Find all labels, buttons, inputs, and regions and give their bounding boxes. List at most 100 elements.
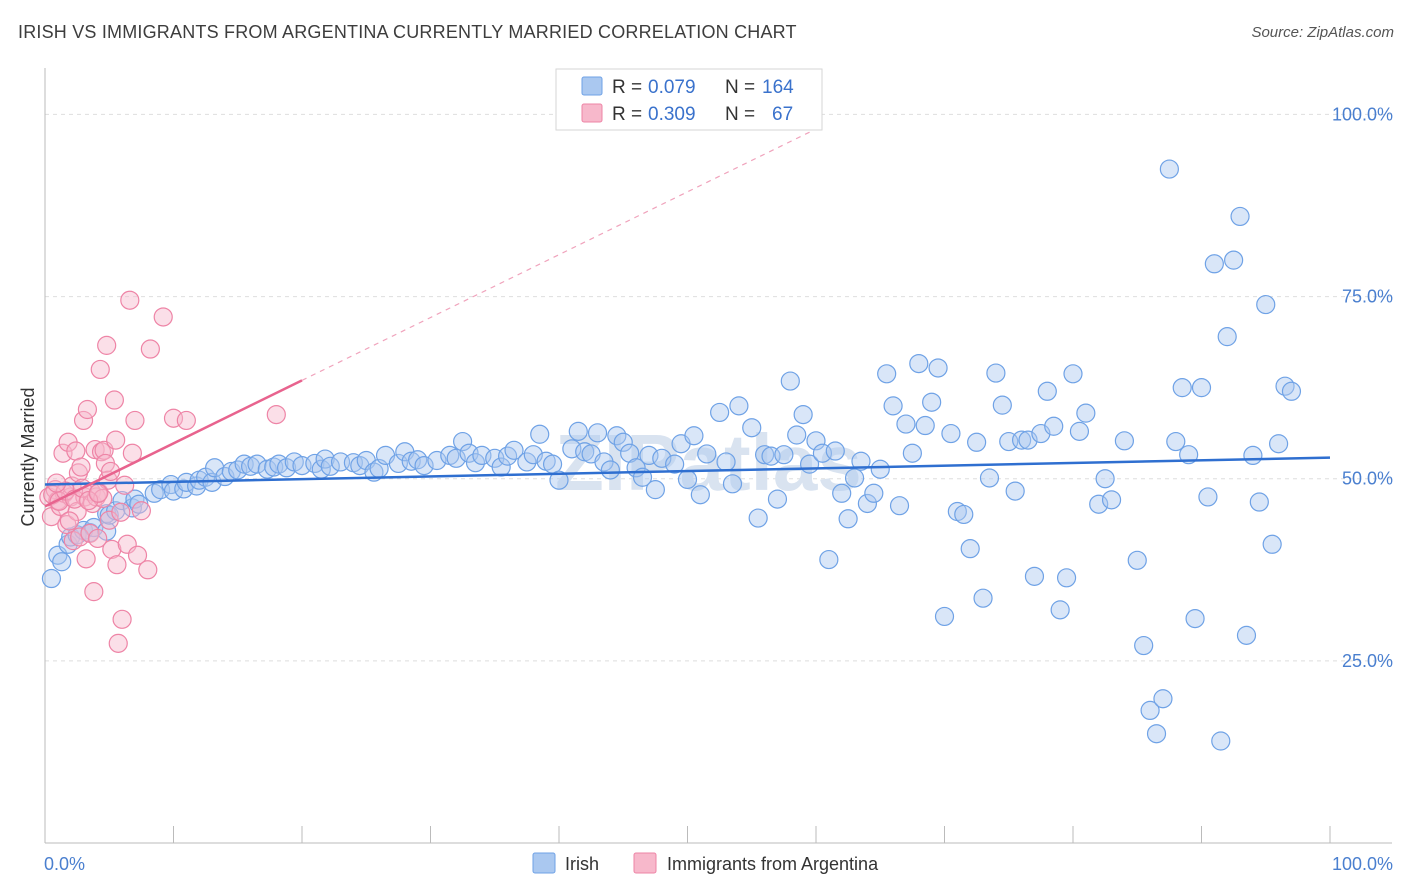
irish-point-100 [754, 445, 775, 465]
x-tick-label-0: 0.0% [44, 854, 85, 874]
y-axis-title: Currently Married [18, 387, 38, 526]
argentina-point-34 [97, 335, 117, 355]
argentina-point-42 [108, 633, 128, 653]
irish-point-162 [1172, 378, 1192, 398]
irish-point-177 [1268, 434, 1289, 454]
argentina-point-51 [131, 501, 151, 521]
legend-r-value-0: 0.079 [648, 77, 696, 98]
irish-point-96 [722, 474, 743, 494]
irish-point-157 [1140, 700, 1160, 721]
irish-point-167 [1204, 254, 1224, 274]
irish-point-2 [52, 552, 72, 572]
argentina-point-64 [88, 483, 108, 503]
irish-point-90 [677, 469, 698, 490]
irish-point-174 [1249, 492, 1269, 512]
irish-point-111 [825, 441, 845, 461]
irish-point-56 [427, 450, 447, 471]
irish-point-17 [144, 483, 164, 503]
trend-lines [44, 128, 1331, 508]
irish-point-148 [1063, 364, 1083, 384]
irish-point-121 [889, 496, 910, 516]
irish-points [41, 159, 1302, 751]
irish-point-123 [902, 443, 922, 463]
chart-title: IRISH VS IMMIGRANTS FROM ARGENTINA CURRE… [18, 22, 797, 42]
irish-point-122 [896, 414, 916, 434]
argentina-point-50 [127, 545, 148, 565]
irish-point-119 [877, 364, 897, 384]
argentina-point-24 [84, 582, 104, 602]
argentina-point-49 [125, 410, 145, 431]
irish-point-160 [1159, 159, 1179, 179]
irish-point-161 [1166, 431, 1186, 452]
irish-point-43 [320, 456, 340, 476]
irish-point-173 [1243, 445, 1263, 465]
irish-point-97 [729, 396, 749, 416]
irish-point-115 [851, 451, 871, 471]
argentina-point-16 [71, 457, 91, 477]
irish-point-98 [742, 418, 762, 438]
irish-point-72 [549, 470, 569, 490]
irish-point-15 [125, 489, 145, 509]
argentina-trend-extension [301, 128, 817, 381]
irish-point-164 [1185, 608, 1205, 629]
irish-point-79 [600, 460, 621, 480]
irish-point-118 [870, 459, 890, 479]
argentina-point-53 [140, 339, 160, 359]
argentina-point-54 [153, 307, 173, 327]
argentina-points [39, 290, 286, 653]
irish-point-66 [504, 440, 524, 460]
irish-point-134 [973, 588, 993, 608]
irish-point-55 [414, 456, 434, 476]
irish-point-127 [928, 358, 948, 378]
bottom-legend-label-irish: Irish [565, 854, 599, 874]
irish-point-133 [967, 432, 987, 452]
legend-swatch-argentina [581, 103, 603, 123]
argentina-point-36 [99, 510, 119, 530]
argentina-point-20 [77, 399, 98, 420]
irish-point-92 [690, 485, 710, 505]
irish-point-86 [645, 480, 665, 500]
argentina-point-57 [266, 405, 286, 425]
irish-point-105 [787, 425, 807, 445]
argentina-point-43 [111, 502, 131, 522]
series-legend: Irish Immigrants from Argentina [532, 852, 879, 874]
irish-point-168 [1211, 731, 1231, 751]
irish-point-91 [684, 426, 704, 446]
irish-point-163 [1179, 445, 1199, 465]
irish-point-33 [247, 454, 267, 474]
bottom-legend-label-argentina: Immigrants from Argentina [667, 854, 879, 874]
irish-trend-line [44, 456, 1331, 486]
irish-point-152 [1095, 469, 1115, 489]
irish-point-0 [41, 568, 62, 589]
irish-point-59 [453, 431, 473, 452]
irish-point-147 [1056, 568, 1077, 588]
irish-point-136 [986, 363, 1006, 383]
argentina-point-44 [112, 609, 132, 629]
irish-point-126 [922, 392, 942, 412]
irish-point-169 [1217, 327, 1237, 347]
legend-r-label-0: R = [612, 77, 642, 98]
y-tick-labels: 25.0% 50.0% 75.0% 100.0% [1332, 104, 1393, 670]
argentina-trend-line [44, 379, 303, 508]
argentina-point-11 [63, 531, 83, 551]
bottom-legend-swatch-argentina [633, 852, 657, 874]
legend-r-label-1: R = [612, 104, 642, 125]
irish-point-151 [1089, 494, 1109, 514]
argentina-point-17 [73, 410, 94, 431]
irish-point-67 [517, 452, 537, 472]
legend-swatch-irish [581, 76, 603, 96]
irish-point-106 [793, 405, 813, 425]
y-tick-label-2: 75.0% [1342, 287, 1393, 307]
irish-point-155 [1127, 550, 1147, 570]
irish-point-58 [446, 448, 466, 468]
irish-point-61 [465, 453, 486, 473]
irish-point-178 [1275, 376, 1295, 396]
legend-r-value-1: 0.309 [648, 104, 696, 125]
irish-point-78 [594, 452, 614, 472]
irish-point-170 [1224, 250, 1244, 270]
argentina-point-39 [104, 390, 124, 410]
irish-point-93 [697, 444, 717, 464]
irish-point-120 [883, 396, 903, 416]
irish-point-142 [1024, 566, 1045, 586]
